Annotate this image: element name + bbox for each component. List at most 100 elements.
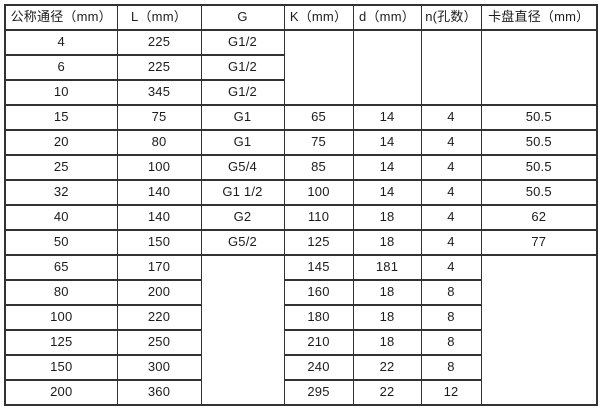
- table-cell: 4: [420, 129, 482, 156]
- table-cell: 18: [352, 279, 422, 306]
- col-header-k: K（mm）: [283, 4, 354, 31]
- table-cell: 4: [420, 204, 482, 231]
- table-cell: 14: [352, 179, 422, 206]
- table-cell: G1: [200, 129, 285, 156]
- table-cell: 85: [283, 154, 354, 181]
- table-cell: 32: [4, 179, 118, 206]
- table-row: 200 360 295 22 12: [4, 379, 597, 406]
- table-cell: 75: [283, 129, 354, 156]
- table-cell: 180: [283, 304, 354, 331]
- table-cell: 8: [420, 354, 482, 381]
- table-cell: 4: [420, 104, 482, 131]
- table-cell: 360: [116, 379, 202, 406]
- table-cell: 110: [283, 204, 354, 231]
- table-row: 15 75 G1 65 14 4 50.5: [4, 104, 598, 131]
- table-cell: G1/2: [200, 54, 285, 81]
- table-cell: 100: [116, 154, 202, 181]
- table-row: 25 100 G5/4 85 14 4 50.5: [4, 154, 598, 181]
- table-cell: 200: [4, 379, 118, 406]
- table-cell: 225: [116, 54, 202, 81]
- table-cell: 8: [420, 304, 482, 331]
- table-cell: 10: [4, 79, 118, 106]
- table-cell: 18: [352, 304, 422, 331]
- table-cell: 210: [283, 329, 354, 356]
- table-cell: 150: [4, 354, 118, 381]
- table-cell: 140: [116, 204, 202, 231]
- table-cell: 65: [4, 254, 118, 281]
- table-cell: 77: [480, 229, 598, 256]
- table-row: 4 225 G1/2: [4, 29, 598, 106]
- table-row: 65 170 145 181 4: [4, 254, 598, 406]
- col-header-chuck-diameter: 卡盘直径（mm）: [480, 4, 598, 31]
- table-cell: 300: [116, 354, 202, 381]
- table-cell: 80: [116, 129, 202, 156]
- table-cell: 220: [116, 304, 202, 331]
- table-row: 125 250 210 18 8: [4, 329, 597, 356]
- table-cell: 50.5: [480, 154, 598, 181]
- table-cell: 14: [352, 154, 422, 181]
- table-cell: [480, 29, 598, 106]
- table-cell: 50: [4, 229, 118, 256]
- table-cell: [283, 29, 354, 106]
- table-cell: [200, 254, 285, 406]
- table-cell: G1/2: [200, 29, 285, 56]
- table-cell: 18: [352, 229, 422, 256]
- col-header-nominal-diameter: 公称通径（mm）: [4, 4, 118, 31]
- col-header-l: L（mm）: [116, 4, 202, 31]
- table-cell: 65: [283, 104, 354, 131]
- table-cell: 150: [116, 229, 202, 256]
- table-cell: 80: [4, 279, 118, 306]
- table-cell: 50.5: [480, 104, 598, 131]
- table-row: 40 140 G2 110 18 4 62: [4, 204, 598, 231]
- table-cell: 4: [420, 254, 482, 281]
- table-row: 50 150 G5/2 125 18 4 77: [4, 229, 598, 256]
- table-cell: 4: [420, 179, 482, 206]
- table-row: 6 225 G1/2: [4, 54, 597, 81]
- table-cell: 250: [116, 329, 202, 356]
- table-cell: 62: [480, 204, 598, 231]
- table-cell: 50.5: [480, 129, 598, 156]
- table-cell: 75: [116, 104, 202, 131]
- table-cell: 100: [283, 179, 354, 206]
- table-cell: 181: [352, 254, 422, 281]
- table-cell: [352, 29, 422, 106]
- table-cell: 22: [352, 379, 422, 406]
- table-cell: 345: [116, 79, 202, 106]
- dimension-spec-table: 公称通径（mm） L（mm） G K（mm） d（mm） n(孔数） 卡盘直径（…: [4, 4, 598, 406]
- table-row: 32 140 G1 1/2 100 14 4 50.5: [4, 179, 598, 206]
- col-header-d: d（mm）: [352, 4, 422, 31]
- table-cell: 18: [352, 204, 422, 231]
- table-cell: 4: [420, 229, 482, 256]
- table-cell: 15: [4, 104, 118, 131]
- table-cell: 20: [4, 129, 118, 156]
- table-cell: G2: [200, 204, 285, 231]
- table-cell: 295: [283, 379, 354, 406]
- table-cell: 125: [4, 329, 118, 356]
- table-cell: G5/4: [200, 154, 285, 181]
- table-cell: 14: [352, 129, 422, 156]
- table-row: 100 220 180 18 8: [4, 304, 597, 331]
- table-cell: 125: [283, 229, 354, 256]
- col-header-g: G: [200, 4, 285, 31]
- table-cell: G1: [200, 104, 285, 131]
- table-cell: 140: [116, 179, 202, 206]
- table-cell: 12: [420, 379, 482, 406]
- table-cell: 6: [4, 54, 118, 81]
- table-cell: 100: [4, 304, 118, 331]
- table-cell: G1 1/2: [200, 179, 285, 206]
- table-cell: 25: [4, 154, 118, 181]
- table-cell: G5/2: [200, 229, 285, 256]
- table-cell: 225: [116, 29, 202, 56]
- table-cell: 4: [4, 29, 118, 56]
- table-cell: 240: [283, 354, 354, 381]
- header-row: 公称通径（mm） L（mm） G K（mm） d（mm） n(孔数） 卡盘直径（…: [4, 4, 598, 31]
- table-cell: 200: [116, 279, 202, 306]
- table-cell: 14: [352, 104, 422, 131]
- table-cell: 4: [420, 154, 482, 181]
- table-row: 150 300 240 22 8: [4, 354, 597, 381]
- table-cell: 8: [420, 279, 482, 306]
- table-cell: 50.5: [480, 179, 598, 206]
- table-body: 4 225 G1/2 6 225 G1/2 10 345 G1/2 15 75 G1 65 14 4 50.5…: [4, 29, 598, 406]
